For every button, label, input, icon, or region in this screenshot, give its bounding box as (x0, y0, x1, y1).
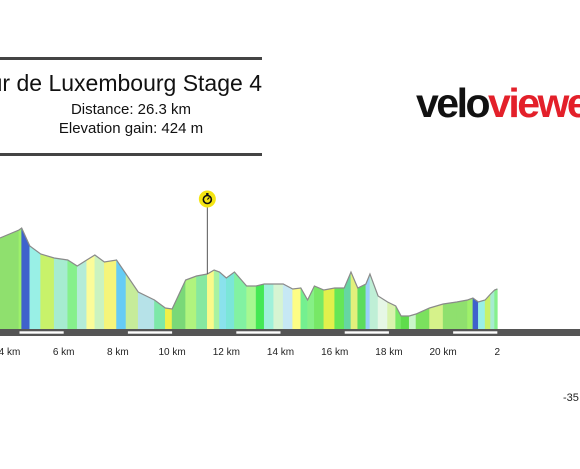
profile-outline (0, 227, 498, 317)
profile-segment (67, 259, 78, 331)
x-tick-label: 20 km (430, 347, 457, 358)
distance-label: Distance: 26.3 km (70, 101, 192, 118)
profile-segment (53, 257, 69, 331)
profile-segment (292, 287, 302, 331)
profile-segment (273, 283, 284, 331)
profile-segment (226, 271, 235, 331)
profile-segment (387, 301, 397, 331)
profile-segment (369, 273, 379, 331)
distance-bar-stripe (127, 331, 173, 334)
distance-bar (0, 329, 580, 336)
profile-segment (165, 307, 173, 331)
distance-bar-stripe (19, 331, 64, 334)
profile-segment (400, 315, 410, 331)
profile-segment (408, 313, 417, 331)
profile-segment (104, 259, 117, 331)
profile-segment (490, 289, 495, 331)
profile-segment (94, 254, 105, 331)
profile-segment (494, 288, 498, 331)
distance-bar-stripe (236, 331, 281, 334)
profile-segment (263, 283, 275, 331)
profile-segment (0, 229, 20, 331)
profile-segment (467, 297, 474, 331)
profile-segment (357, 283, 367, 331)
x-tick-label: 4 km (0, 347, 20, 358)
x-tick-label: 12 km (213, 347, 240, 358)
x-tick-label: 14 km (267, 347, 294, 358)
profile-segment (86, 254, 96, 331)
x-tick-label: 10 km (158, 347, 185, 358)
x-tick-label: 6 km (53, 347, 75, 358)
profile-segment (478, 299, 486, 331)
title-top-rule (0, 57, 262, 60)
profile-segment (137, 291, 155, 331)
profile-segment (442, 301, 457, 331)
profile-segment (472, 297, 479, 331)
profile-segment (282, 283, 294, 331)
profile-segment (40, 253, 55, 331)
stage-title: ur de Luxembourg Stage 4 (0, 70, 262, 96)
profile-segment (246, 285, 257, 331)
profile-segment (207, 269, 215, 331)
profile-segment (29, 245, 41, 331)
profile-segment (185, 275, 197, 331)
profile-segment (116, 259, 127, 331)
distance-bar-stripe (344, 331, 389, 334)
profile-segment (334, 287, 345, 331)
profile-segment (18, 227, 22, 331)
x-tick-label: 18 km (375, 347, 402, 358)
veloviewer-logo: veloviewe (416, 80, 580, 127)
stopwatch-icon (198, 190, 216, 208)
profile-segment (255, 283, 265, 331)
x-tick-label: 8 km (107, 347, 129, 358)
title-box: ur de Luxembourg Stage 4 Distance: 26.3 … (0, 0, 262, 160)
x-tick-label: 16 km (321, 347, 348, 358)
profile-segment (234, 271, 247, 331)
profile-segment (213, 269, 220, 331)
profile-segment (395, 305, 402, 331)
x-tick-label: 2 (495, 347, 501, 358)
profile-segment (456, 299, 468, 331)
distance-bar-stripe (453, 331, 498, 334)
elevation-gain-label: Elevation gain: 424 m (58, 120, 204, 137)
profile-segment (76, 259, 88, 331)
logo-part-viewer: viewe (488, 80, 580, 126)
title-bottom-rule (0, 153, 262, 156)
profile-segment (219, 271, 227, 331)
profile-segment (323, 287, 336, 331)
edge-value-label: -35 (563, 392, 579, 404)
profile-segment (196, 273, 208, 331)
logo-part-velo: velo (416, 80, 491, 126)
profile-segment (314, 285, 325, 331)
